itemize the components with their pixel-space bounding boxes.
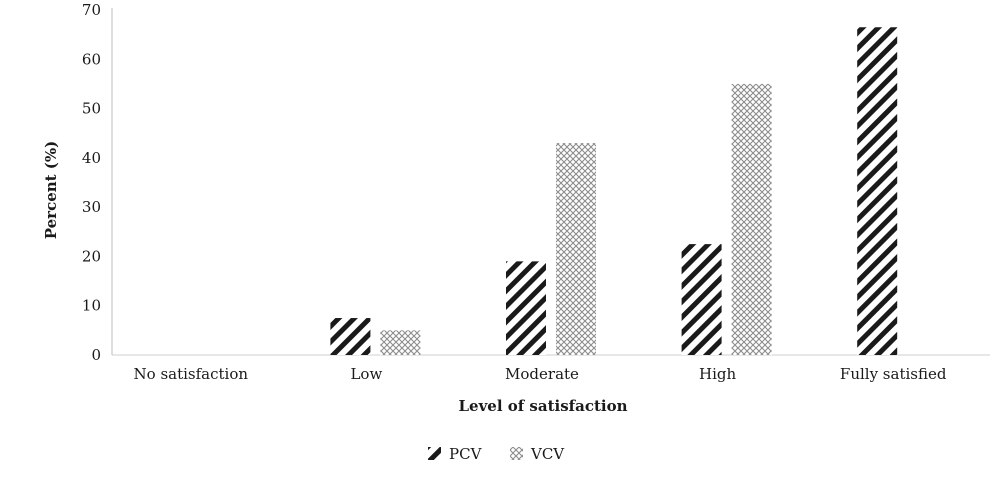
bar-pcv-low [330,318,371,355]
bar-vcv-low [380,330,421,355]
y-tick-labels: 0 10 20 30 40 50 60 70 [82,1,101,364]
bars [330,27,898,355]
legend-label-vcv: VCV [530,445,565,463]
category-label: Fully satisfied [840,365,947,383]
y-tick-label: 10 [82,297,101,315]
y-tick-label: 60 [82,50,101,68]
y-axis-title: Percent (%) [42,141,60,240]
legend-label-pcv: PCV [449,445,483,463]
y-tick-label: 50 [82,100,101,118]
x-axis-title: Level of satisfaction [458,397,627,415]
bar-pcv-moderate [506,261,546,355]
category-label: Low [350,365,382,383]
y-tick-label: 40 [82,149,101,167]
category-label: High [699,365,736,383]
bar-pcv-high [681,244,722,355]
bar-pcv-fully-satisfied [857,27,898,355]
y-tick-label: 0 [91,346,101,364]
category-label: No satisfaction [134,365,249,383]
bar-vcv-moderate [556,143,596,355]
category-label: Moderate [505,365,579,383]
y-tick-label: 20 [82,247,101,265]
legend-swatch-pcv [428,447,441,460]
legend: PCV VCV [428,445,565,463]
bar-vcv-high [731,83,772,355]
legend-swatch-vcv [510,447,523,460]
category-labels: No satisfaction Low Moderate High Fully sati… [134,365,947,383]
y-tick-label: 30 [82,198,101,216]
y-tick-label: 70 [82,1,101,19]
